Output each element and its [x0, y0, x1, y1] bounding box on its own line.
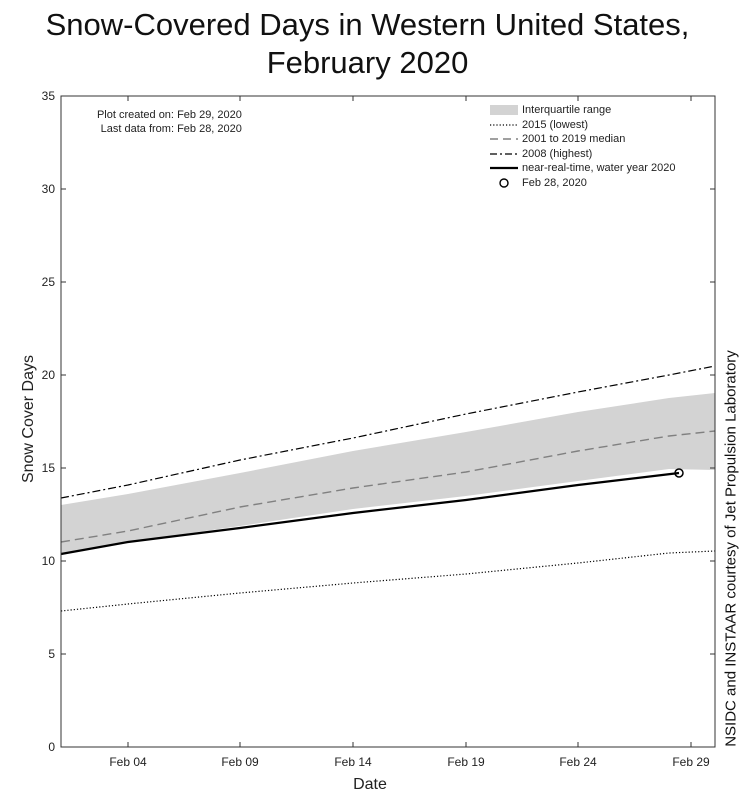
ytick-label: 5 — [48, 647, 55, 661]
solid-line-icon — [490, 166, 518, 170]
ytick-label: 30 — [42, 182, 56, 196]
last-data-label: Last data from: — [100, 123, 174, 135]
dash-dot-line-icon — [490, 152, 518, 155]
xtick-label: Feb 14 — [334, 755, 372, 769]
xtick-label: Feb 19 — [447, 755, 485, 769]
chart-title-line2: February 2020 — [266, 45, 469, 80]
legend-label: Feb 28, 2020 — [522, 176, 587, 189]
chart-title: Snow-Covered Days in Western United Stat… — [0, 6, 735, 82]
y-ticks — [61, 188, 715, 748]
legend-label: Interquartile range — [522, 104, 612, 116]
legend: Interquartile range 2015 (lowest) 2001 t… — [490, 103, 675, 190]
plot-info: Plot created on: Feb 29, 2020 Last data … — [84, 109, 242, 137]
legend-label: 2008 (highest) — [522, 147, 593, 160]
dashed-line-icon — [490, 138, 518, 140]
line-median — [60, 430, 716, 543]
x-axis-label: Date — [353, 776, 387, 793]
xtick-label: Feb 04 — [109, 755, 147, 769]
line-2008-highest — [60, 365, 716, 499]
marker-feb-28 — [674, 468, 684, 478]
line-2020-current — [60, 471, 680, 556]
y-axis-label: Snow Cover Days — [20, 354, 37, 484]
ytick-label: 15 — [42, 461, 56, 475]
legend-item-current: near-real-time, water year 2020 — [490, 161, 675, 176]
circle-marker-icon — [499, 177, 509, 188]
created-value: Feb 29, 2020 — [177, 109, 242, 121]
legend-item-iqr: Interquartile range — [490, 103, 675, 118]
legend-label: 2001 to 2019 median — [522, 133, 626, 145]
created-label: Plot created on: — [96, 109, 174, 121]
legend-item-marker: Feb 28, 2020 — [490, 176, 675, 191]
ytick-label: 10 — [42, 554, 56, 568]
xtick-label: Feb 09 — [221, 755, 259, 769]
xtick-label: Feb 29 — [672, 755, 710, 769]
credit-text: NSIDC and INSTAAR courtesy of Jet Propul… — [722, 350, 740, 747]
ytick-label: 0 — [48, 740, 55, 754]
ytick-label: 25 — [42, 275, 56, 289]
line-2015-lowest — [60, 550, 716, 612]
chart-title-line1: Snow-Covered Days in Western United Stat… — [45, 7, 690, 42]
xtick-label: Feb 24 — [559, 755, 597, 769]
legend-item-min: 2015 (lowest) — [490, 118, 675, 133]
iqr-swatch-icon — [490, 105, 518, 115]
legend-item-max: 2008 (highest) — [490, 147, 675, 162]
last-data-value: Feb 28, 2020 — [177, 123, 242, 135]
legend-label: 2015 (lowest) — [522, 118, 589, 131]
axes-frame — [60, 95, 716, 748]
ytick-label: 20 — [42, 368, 56, 382]
x-ticks — [127, 96, 692, 747]
ytick-label: 35 — [42, 89, 56, 103]
iqr-band — [61, 393, 715, 555]
legend-label: near-real-time, water year 2020 — [522, 162, 676, 174]
dotted-line-icon — [490, 123, 518, 126]
legend-item-median: 2001 to 2019 median — [490, 132, 675, 147]
